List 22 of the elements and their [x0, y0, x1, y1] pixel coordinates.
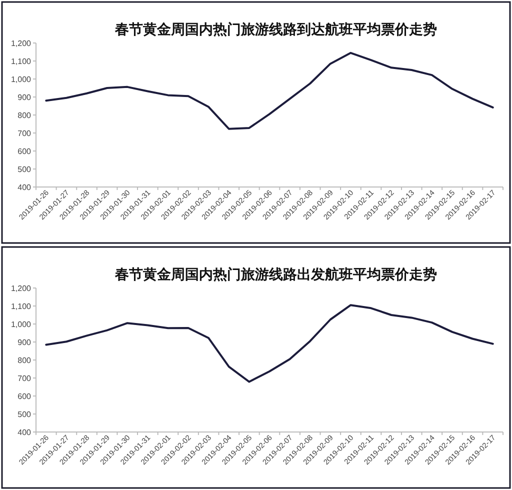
y-tick-label: 1,100: [10, 57, 32, 66]
y-tick-label: 700: [18, 129, 32, 138]
line-series: [45, 304, 494, 383]
y-tick-label: 700: [18, 374, 32, 383]
chart-title: 春节黄金周国内热门旅游线路出发航班平均票价走势: [114, 266, 437, 282]
y-tick-label: 900: [18, 338, 32, 347]
y-tick-label: 900: [18, 93, 32, 102]
y-tick-label: 500: [18, 410, 32, 419]
y-tick-label: 1,000: [10, 75, 32, 84]
y-tick-label: 800: [18, 111, 32, 120]
y-tick-label: 500: [18, 165, 32, 174]
y-tick-label: 1,000: [10, 320, 32, 329]
y-tick-label: 800: [18, 356, 32, 365]
y-tick-label: 400: [18, 183, 32, 192]
y-tick-label: 1,200: [10, 39, 32, 48]
y-tick-label: 1,200: [10, 284, 32, 293]
y-tick-label: 400: [18, 428, 32, 437]
chart-title: 春节黄金周国内热门旅游线路到达航班平均票价走势: [114, 21, 437, 37]
y-tick-label: 600: [18, 392, 32, 401]
y-tick-label: 600: [18, 147, 32, 156]
line-series: [45, 52, 494, 130]
y-tick-label: 1,100: [10, 302, 32, 311]
